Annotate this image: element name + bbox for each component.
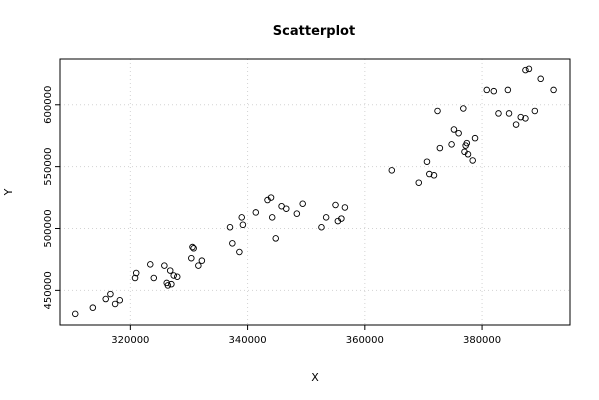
data-point <box>531 107 539 115</box>
x-tick-label: 380000 <box>463 335 501 346</box>
data-points <box>71 65 557 318</box>
data-point <box>504 86 512 94</box>
data-point <box>293 210 301 217</box>
data-point <box>226 224 234 231</box>
data-point <box>322 214 330 221</box>
data-point <box>102 295 109 303</box>
x-axis-label: X <box>311 371 319 384</box>
data-point <box>464 151 472 158</box>
data-point <box>388 167 396 174</box>
data-point <box>338 215 345 222</box>
data-point <box>283 205 290 212</box>
data-point <box>299 200 306 208</box>
data-point <box>512 121 520 128</box>
data-point <box>198 257 206 264</box>
data-point <box>550 86 557 94</box>
data-point <box>505 110 513 117</box>
data-point <box>71 310 79 318</box>
x-tick-label: 320000 <box>111 335 149 346</box>
data-point <box>495 110 502 117</box>
x-axis: 320000 340000 360000 380000 <box>111 325 501 346</box>
y-axis-label: Y <box>2 188 15 196</box>
data-point <box>434 107 441 115</box>
data-point <box>436 144 444 152</box>
data-point <box>430 172 438 179</box>
data-point <box>229 240 236 247</box>
data-point <box>239 221 247 229</box>
data-point <box>111 300 119 308</box>
data-point <box>188 254 195 262</box>
plot-frame <box>59 58 571 326</box>
data-point <box>170 272 177 279</box>
data-point <box>415 179 423 186</box>
data-point <box>522 115 529 122</box>
data-point <box>517 113 525 121</box>
data-point <box>150 274 158 282</box>
data-point <box>332 201 339 209</box>
data-point <box>252 209 260 216</box>
data-point <box>132 269 140 277</box>
data-point <box>107 290 114 298</box>
y-tick-label: 500000 <box>43 209 54 247</box>
data-point <box>318 224 325 231</box>
data-point <box>116 297 124 304</box>
data-point <box>268 214 276 221</box>
data-point <box>483 86 491 94</box>
data-point <box>448 141 455 148</box>
data-point <box>195 262 202 269</box>
data-point <box>161 262 168 269</box>
data-point <box>455 129 462 137</box>
data-point <box>341 204 349 211</box>
data-point <box>469 157 476 164</box>
data-point <box>164 282 172 289</box>
chart-title: Scatterplot <box>273 24 355 39</box>
data-point <box>522 66 529 74</box>
data-point <box>166 267 174 274</box>
data-point <box>147 261 154 268</box>
data-point <box>426 170 433 178</box>
data-point <box>450 126 458 133</box>
y-tick-label: 600000 <box>43 86 54 124</box>
data-point <box>238 214 245 221</box>
data-point <box>173 273 181 280</box>
data-point <box>471 134 479 142</box>
data-point <box>423 158 431 165</box>
data-point <box>537 75 544 83</box>
data-point <box>490 87 498 95</box>
grid <box>60 59 570 325</box>
data-point <box>89 304 97 311</box>
y-tick-label: 450000 <box>43 271 54 309</box>
data-point <box>190 245 197 252</box>
data-point <box>267 194 275 201</box>
y-axis: 450000 500000 550000 600000 <box>43 86 60 309</box>
data-point <box>272 235 279 242</box>
data-point <box>131 274 139 282</box>
data-point <box>460 105 467 112</box>
y-tick-label: 550000 <box>43 148 54 186</box>
data-point <box>525 65 533 73</box>
data-point <box>463 139 471 147</box>
x-tick-label: 340000 <box>228 335 266 346</box>
data-point <box>189 243 196 251</box>
data-point <box>168 280 175 288</box>
x-tick-label: 360000 <box>346 335 384 346</box>
data-point <box>236 248 243 256</box>
